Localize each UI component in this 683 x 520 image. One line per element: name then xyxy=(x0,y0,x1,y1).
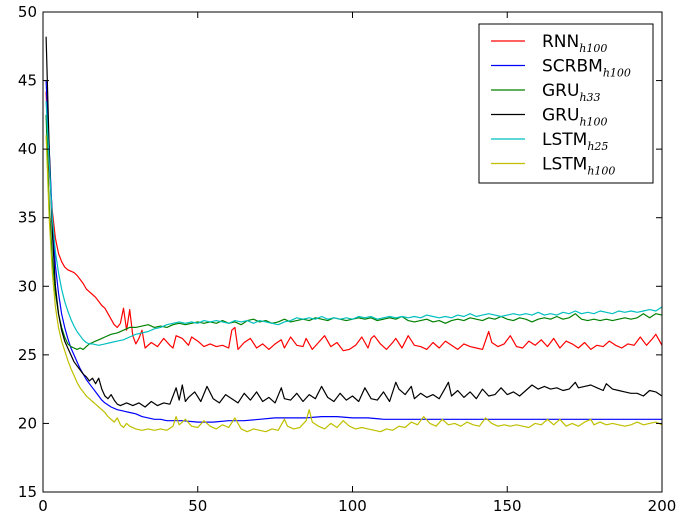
series-line-lstm-h25 xyxy=(45,101,663,346)
legend-label-subscript: h33 xyxy=(579,91,600,104)
y-tick-label: 40 xyxy=(18,140,37,158)
series-line-gru-h100 xyxy=(45,36,663,408)
y-tick-label: 30 xyxy=(18,277,37,295)
legend: RNNh100SCRBMh100GRUh33GRUh100LSTMh25LSTM… xyxy=(478,23,654,184)
x-tick-label: 50 xyxy=(188,497,207,515)
series-line-rnn-h100 xyxy=(45,91,663,352)
x-tick-label: 0 xyxy=(38,497,48,515)
legend-label-subscript: h100 xyxy=(603,67,631,80)
legend-box xyxy=(478,23,654,184)
legend-label-subscript: h100 xyxy=(579,42,607,55)
y-tick-label: 45 xyxy=(18,72,37,90)
y-tick-label: 20 xyxy=(18,414,37,432)
legend-label-subscript: h25 xyxy=(587,140,608,153)
y-tick-label: 25 xyxy=(18,346,37,364)
series-line-scrbm-h100 xyxy=(45,80,662,423)
series-line-lstm-h100 xyxy=(45,135,663,433)
x-tick-label: 200 xyxy=(648,497,677,515)
series-line-gru-h33 xyxy=(45,114,663,350)
x-tick-label: 150 xyxy=(493,497,522,515)
y-tick-label: 50 xyxy=(18,3,37,21)
y-tick-label: 15 xyxy=(18,483,37,501)
series-layer xyxy=(45,36,663,433)
legend-label-subscript: h100 xyxy=(587,165,615,178)
legend-label-subscript: h100 xyxy=(579,116,607,129)
y-tick-label: 35 xyxy=(18,209,37,227)
ticks-layer: 0 50 100 150 200 15 20 25 30 35 40 45 50 xyxy=(18,3,676,515)
x-tick-label: 100 xyxy=(338,497,367,515)
